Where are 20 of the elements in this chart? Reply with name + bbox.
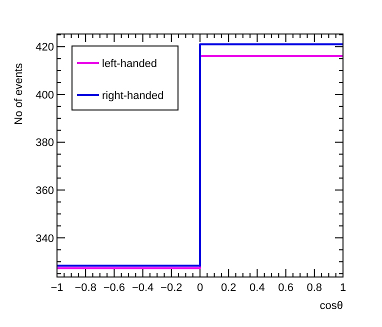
y-tick-label: 340 — [36, 232, 54, 245]
x-tick-label: 0.2 — [220, 282, 236, 294]
y-tick-label: 380 — [36, 137, 54, 150]
x-tick-label: −0.6 — [103, 282, 126, 294]
y-axis-title: No of events — [13, 62, 25, 125]
y-tick-label: 400 — [36, 89, 54, 102]
legend-label: right-handed — [102, 90, 164, 102]
x-tick-label: −0.2 — [160, 282, 182, 294]
y-tick-label: 420 — [36, 42, 54, 54]
x-tick-label: 0.4 — [250, 282, 265, 294]
x-tick-label: −0.8 — [74, 282, 96, 294]
x-tick-label: 1 — [340, 282, 346, 294]
legend-label: left-handed — [102, 58, 158, 70]
y-tick-label: 360 — [36, 185, 54, 198]
x-tick-label: 0.8 — [306, 282, 322, 294]
x-tick-label: −1 — [50, 282, 64, 294]
x-axis-title: cosθ — [320, 300, 343, 312]
x-tick-label: 0.6 — [278, 282, 294, 294]
x-tick-label: −0.4 — [132, 282, 154, 294]
x-tick-label: 0 — [196, 282, 204, 294]
